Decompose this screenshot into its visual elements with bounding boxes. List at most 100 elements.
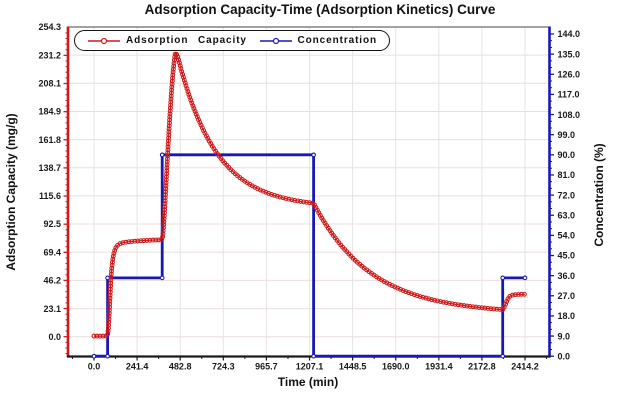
concentration-marker [311,152,316,158]
adsorption-capacity-marker [176,60,182,66]
adsorption-capacity-marker [269,191,274,197]
adsorption-capacity-marker [150,237,156,243]
right-axis-tick-label: 54.0 [558,231,576,241]
adsorption-capacity-marker [283,196,289,201]
legend-label-adsorption-capacity: Adsorption Capacity [126,35,247,46]
adsorption-capacity-marker [91,333,97,339]
left-axis-tick-label: 0.0 [48,332,61,342]
adsorption-capacity-marker [106,322,112,328]
adsorption-capacity-marker [160,231,166,237]
right-axis-tick-label: 135.0 [558,49,581,59]
adsorption-capacity-marker [170,75,175,81]
adsorption-capacity-marker [414,293,420,299]
adsorption-capacity-marker [168,93,174,99]
adsorption-capacity-marker [107,289,113,295]
right-axis-tick-label: 36.0 [558,271,576,281]
concentration-marker [91,353,97,359]
adsorption-capacity-marker [106,310,112,316]
right-axis-tick-label: 18.0 [558,311,576,321]
adsorption-capacity-marker [170,66,176,72]
adsorption-capacity-marker [263,189,269,195]
adsorption-capacity-marker [192,108,198,114]
adsorption-capacity-marker [455,302,461,308]
adsorption-capacity-marker [169,81,175,87]
adsorption-capacity-marker [166,129,172,135]
adsorption-capacity-marker [165,147,171,153]
left-axis-title: Adsorption Capacity (mg/g) [4,113,18,270]
x-axis-tick-label: 1690.0 [382,362,410,372]
adsorption-capacity-marker [174,51,180,57]
adsorption-capacity-marker [266,190,272,196]
adsorption-capacity-marker [106,319,112,325]
adsorption-capacity-marker [166,126,172,132]
left-axis-tick-label: 208.1 [38,78,61,88]
right-axis-tick-label: 117.0 [558,90,580,100]
adsorption-capacity-marker [167,120,172,126]
adsorption-capacity-marker [166,135,172,141]
concentration-marker [159,152,165,158]
x-axis-tick-label: 2172.8 [468,362,496,372]
adsorption-capacity-marker [160,234,166,240]
adsorption-capacity-marker [170,69,176,75]
adsorption-capacity-marker [107,286,113,292]
adsorption-capacity-marker [188,97,194,103]
adsorption-capacity-marker [470,304,476,310]
adsorption-capacity-marker [521,291,527,297]
left-axis-tick-label: 92.5 [43,219,61,229]
adsorption-capacity-marker [144,237,150,243]
adsorption-capacity-marker [446,300,452,306]
adsorption-capacity-marker [183,83,189,89]
adsorption-capacity-marker [111,250,117,256]
adsorption-capacity-marker [167,105,173,111]
adsorption-capacity-marker [169,84,175,90]
adsorption-capacity-marker [162,198,168,204]
adsorption-capacity-marker [166,132,172,138]
adsorption-capacity-marker [182,80,188,86]
adsorption-capacity-marker [170,72,176,78]
adsorption-capacity-marker [162,195,168,201]
adsorption-capacity-marker [177,63,183,69]
adsorption-capacity-marker [406,290,412,296]
adsorption-capacity-marker [164,171,170,177]
adsorption-capacity-marker [105,325,111,331]
adsorption-capacity-marker [180,71,186,77]
adsorption-capacity-marker [163,189,169,195]
adsorption-capacity-marker [164,162,170,168]
adsorption-capacity-marker [108,280,114,286]
adsorption-capacity-marker [411,292,417,298]
adsorption-capacity-marker [473,304,479,310]
adsorption-capacity-marker [147,237,153,243]
adsorption-capacity-marker [105,331,111,337]
right-axis-tick-label: 126.0 [558,69,581,79]
adsorption-capacity-marker [108,271,114,277]
adsorption-capacity-marker [120,240,126,246]
right-axis-tick-label: 63.0 [558,210,576,220]
adsorption-capacity-marker [94,333,100,339]
adsorption-capacity-marker [97,333,103,339]
adsorption-capacity-marker [135,238,141,244]
adsorption-capacity-marker [452,301,458,307]
adsorption-capacity-marker [108,277,114,283]
adsorption-capacity-marker [449,301,455,307]
adsorption-capacity-marker [165,144,171,150]
concentration-marker [500,275,506,281]
x-axis-tick-label: 0.0 [88,362,101,372]
right-axis-tick-label: 81.0 [558,170,576,180]
adsorption-capacity-marker [123,239,129,245]
adsorption-capacity-marker [168,90,174,96]
adsorption-capacity-marker [162,204,168,210]
adsorption-capacity-marker [107,298,113,304]
adsorption-capacity-marker [397,286,403,292]
adsorption-capacity-marker [108,274,114,280]
adsorption-capacity-marker [165,150,171,156]
left-axis-tick-label: 69.4 [43,247,61,257]
concentration-marker [311,353,316,359]
adsorption-capacity-marker [161,219,167,225]
adsorption-capacity-marker [304,199,310,205]
adsorption-capacity-marker [180,74,186,80]
adsorption-capacity-marker [193,111,199,117]
adsorption-capacity-marker [161,225,166,231]
adsorption-capacity-marker [443,300,449,306]
adsorption-capacity-marker [138,238,144,244]
adsorption-capacity-marker [184,86,190,92]
